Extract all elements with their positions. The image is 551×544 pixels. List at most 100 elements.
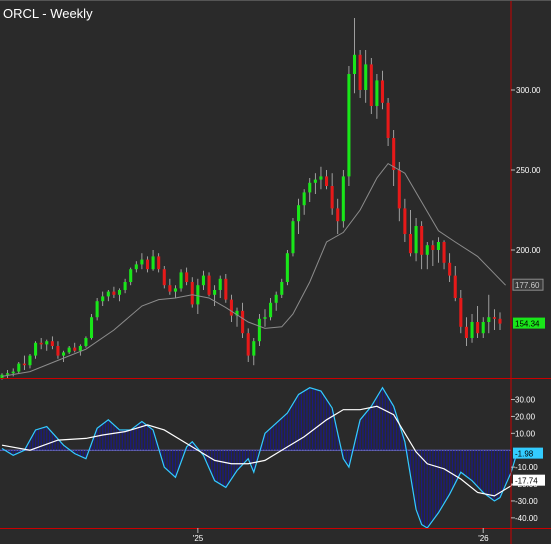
candle-up: [17, 363, 21, 372]
candle-up: [352, 54, 357, 74]
candle-up: [11, 371, 15, 374]
sma-tag-box: [512, 278, 544, 291]
candle-up: [67, 347, 71, 353]
candle-down: [39, 342, 43, 345]
candle-down: [476, 322, 480, 334]
price-tick-label: 250.00: [516, 166, 541, 175]
candle-down: [392, 138, 396, 170]
candle-up: [235, 310, 239, 316]
candle-down: [358, 54, 362, 90]
candle-down: [442, 242, 446, 263]
candle-up: [78, 346, 82, 351]
signal-tag-label: -17.74: [515, 477, 538, 486]
candle-up: [425, 245, 429, 255]
candle-up: [313, 179, 317, 183]
candle-down: [380, 80, 385, 103]
candle-down: [498, 318, 502, 324]
macd-tick-label: 10.00: [515, 429, 536, 438]
candle-down: [50, 341, 54, 346]
candle-up: [201, 275, 205, 286]
candle-up: [297, 205, 301, 222]
candle-up: [347, 74, 351, 177]
candle-up: [134, 264, 138, 270]
candle-up: [123, 282, 127, 290]
candle-up: [436, 242, 440, 250]
candle-up: [269, 302, 273, 318]
candle-up: [218, 278, 222, 290]
macd-tick-label: 30.00: [515, 396, 536, 405]
candle-up: [470, 322, 474, 338]
macd-tick-label: -40.00: [515, 514, 538, 523]
candle-up: [173, 288, 177, 292]
macd-tag-label: -1.98: [515, 450, 534, 459]
price-panel: [0, 18, 506, 380]
last-price-tag: 154.34: [513, 317, 545, 329]
macd-line: [1, 386, 518, 529]
macd-value-tag: -1.98: [513, 447, 543, 459]
candle-down: [246, 333, 250, 356]
candle-down: [464, 326, 468, 338]
candle-down: [336, 208, 340, 222]
macd-tick-label: -30.00: [515, 497, 538, 506]
candle-up: [414, 226, 418, 254]
candle-down: [162, 269, 166, 286]
candle-up: [179, 272, 183, 289]
candle-down: [459, 298, 463, 327]
candle-up: [308, 182, 312, 193]
candle-up: [0, 374, 4, 378]
candle-up: [364, 64, 368, 90]
candle-up: [45, 341, 49, 345]
candle-down: [73, 347, 77, 351]
candle-down: [185, 272, 189, 282]
signal-tag-box: [513, 474, 545, 486]
signal-line: [1, 405, 518, 497]
candle-down: [453, 275, 457, 298]
candle-down: [207, 275, 211, 295]
sma-value-tag: 177.60: [512, 278, 544, 291]
candle-down: [224, 278, 228, 300]
time-tick-label: '26: [478, 534, 489, 543]
candle-up: [106, 291, 110, 297]
candle-up: [34, 342, 38, 356]
candle-down: [112, 291, 116, 295]
signal-value-tag: -17.74: [513, 474, 545, 486]
candle-up: [196, 285, 200, 305]
candle-down: [330, 186, 334, 209]
candle-up: [274, 294, 278, 303]
candle-up: [213, 290, 217, 295]
candle-down: [229, 299, 233, 316]
price-tick-label: 200.00: [516, 246, 541, 255]
candle-up: [84, 338, 88, 346]
candle-up: [302, 192, 306, 206]
candle-up: [117, 290, 122, 295]
macd-tick-label: 20.00: [515, 412, 536, 421]
candle-up: [89, 317, 94, 338]
candle-up: [257, 318, 261, 342]
candle-up: [263, 317, 267, 319]
candle-up: [252, 341, 256, 356]
macd-tick-label: -10.00: [515, 463, 538, 472]
candle-down: [431, 245, 435, 250]
candle-up: [341, 176, 345, 222]
candle-up: [280, 282, 284, 295]
time-tick-label: '25: [193, 534, 204, 543]
candle-down: [190, 282, 194, 305]
candle-up: [291, 221, 295, 254]
candle-up: [285, 253, 289, 282]
candle-down: [168, 285, 172, 292]
candle-down: [408, 234, 413, 254]
candle-up: [28, 355, 32, 366]
candle-down: [420, 226, 424, 255]
candle-down: [448, 262, 452, 276]
candle-up: [481, 322, 485, 334]
macd-panel: [0, 386, 518, 529]
macd-tag-box: [513, 447, 543, 459]
candle-down: [386, 102, 390, 138]
candle-up: [6, 373, 10, 375]
moving-average-line: [1, 162, 506, 377]
candle-down: [145, 259, 150, 270]
candle-up: [375, 80, 379, 106]
